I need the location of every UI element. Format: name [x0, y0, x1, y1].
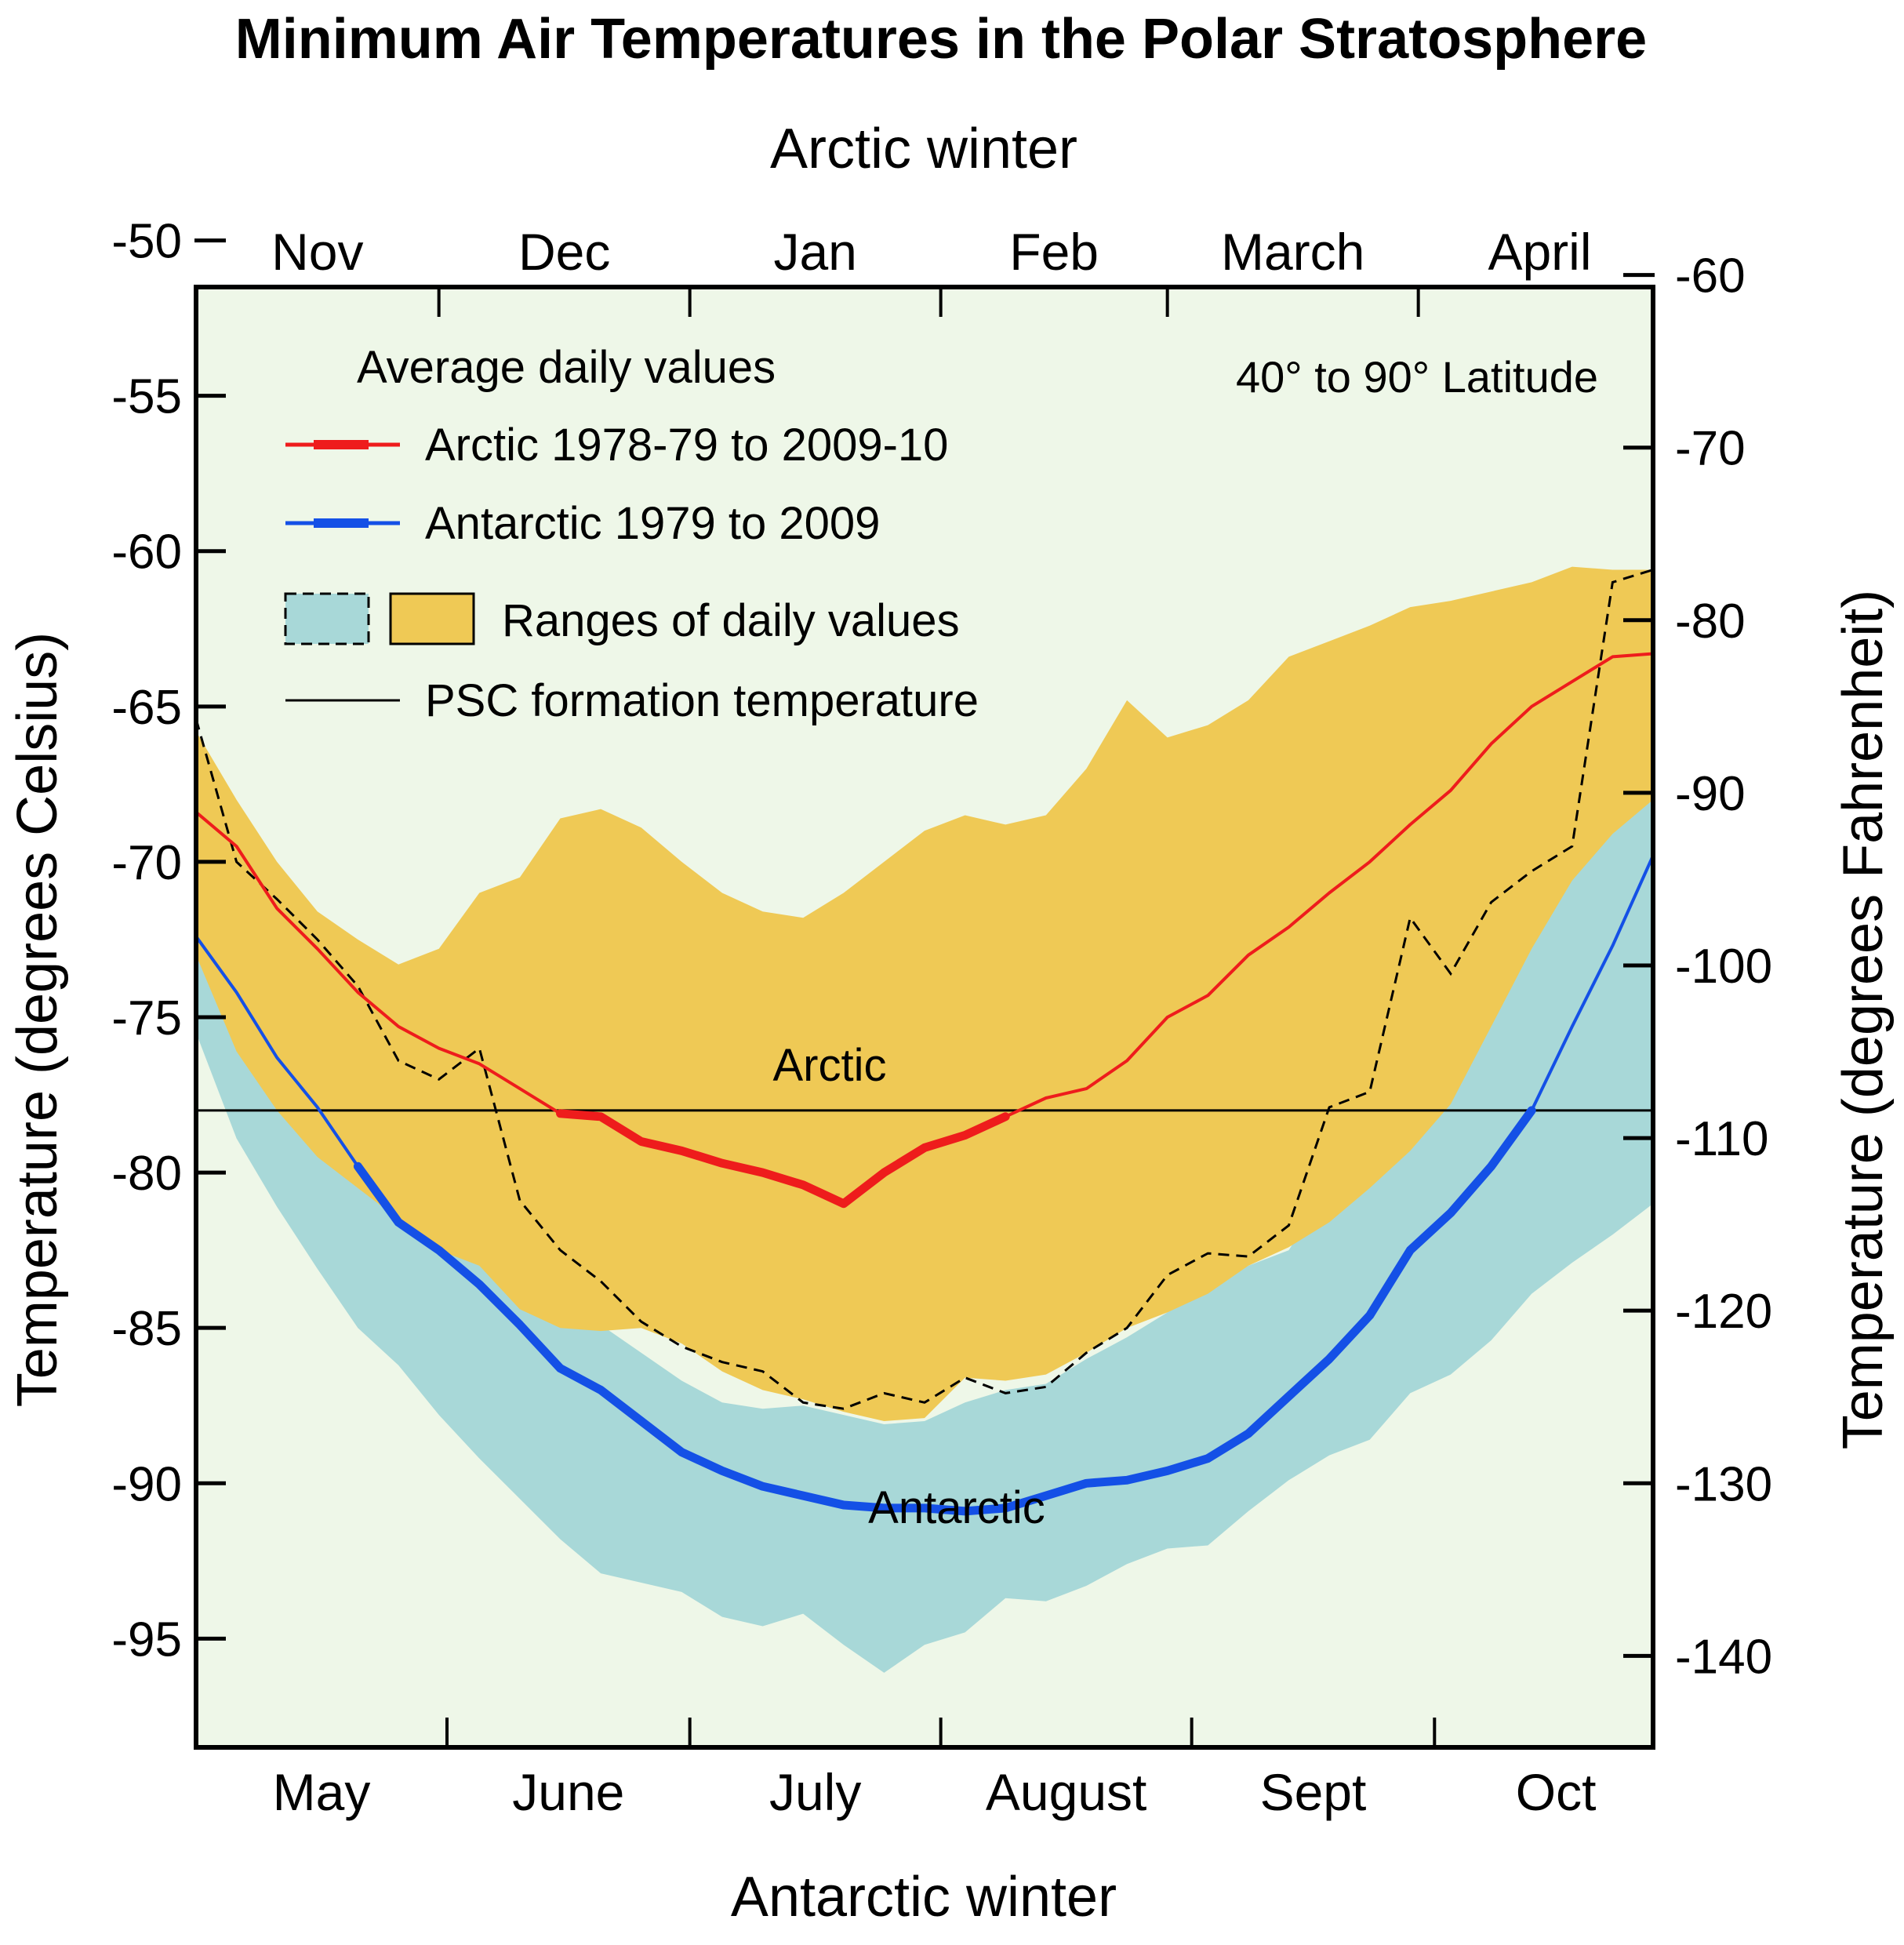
left-tick-label: -90 — [111, 1457, 182, 1511]
left-tick-label: -70 — [111, 836, 182, 890]
left-tick-label: -55 — [111, 370, 182, 424]
axes: -50 -55 -60 -65 -70 -75 -80 -85 -90 -95 -60 -70 -80 -… — [111, 215, 1772, 1821]
right-tick-label: -120 — [1675, 1285, 1772, 1339]
legend-heading: Average daily values — [357, 342, 776, 393]
bottom-month-label: July — [769, 1763, 861, 1821]
antarctic-range-area — [196, 591, 1653, 1673]
right-tick-label: -80 — [1675, 594, 1746, 649]
bottom-month-label: May — [273, 1763, 371, 1821]
left-tick-label: -75 — [111, 991, 182, 1045]
right-tick-label: -60 — [1675, 249, 1746, 304]
arctic-range-dashed-line — [194, 569, 1654, 1410]
top-month-label: April — [1488, 223, 1591, 281]
left-tick-label: -80 — [111, 1147, 182, 1201]
left-tick-label: -50 — [111, 215, 182, 269]
antarctic-region-label: Antarctic — [868, 1482, 1045, 1533]
bottom-month-label: June — [512, 1763, 624, 1821]
antarctic-mean-below-psc — [353, 1106, 1536, 1516]
right-tick-label: -100 — [1675, 940, 1772, 994]
top-month-label: March — [1221, 223, 1364, 281]
latitude-note: 40° to 90° Latitude — [1236, 352, 1598, 402]
left-tick-label: -65 — [111, 681, 182, 735]
legend-arctic-label: Arctic 1978-79 to 2009-10 — [425, 420, 948, 471]
right-tick-label: -110 — [1675, 1112, 1769, 1166]
left-tick-label: -85 — [111, 1302, 182, 1356]
top-month-label: Dec — [518, 223, 610, 281]
legend: Average daily values Arctic 1978-79 to 2… — [284, 342, 979, 726]
top-month-label: Jan — [773, 223, 856, 281]
right-axis-title: Temperature (degrees Fahrenheit) — [1832, 590, 1895, 1450]
left-axis-title: Temperature (degrees Celsius) — [6, 632, 69, 1407]
top-axis-title: Arctic winter — [770, 118, 1077, 180]
legend-ranges-label: Ranges of daily values — [502, 595, 960, 646]
top-month-label: Feb — [1009, 223, 1099, 281]
bottom-month-label: Oct — [1516, 1763, 1597, 1821]
left-tick-label: -95 — [111, 1612, 182, 1667]
legend-arctic-range-swatch — [389, 592, 475, 645]
bottom-month-label: Sept — [1260, 1763, 1367, 1821]
left-tick-label: -60 — [111, 525, 182, 580]
legend-antarctic-range-swatch — [284, 592, 370, 645]
right-tick-label: -130 — [1675, 1457, 1772, 1511]
top-month-label: Nov — [271, 223, 363, 281]
legend-psc-label: PSC formation temperature — [425, 675, 979, 726]
bottom-month-label: August — [986, 1763, 1146, 1821]
right-tick-label: -90 — [1675, 767, 1746, 821]
right-tick-label: -70 — [1675, 422, 1746, 476]
arctic-mean-below-psc — [556, 1109, 1010, 1209]
right-tick-label: -140 — [1675, 1630, 1772, 1684]
arctic-range-area — [196, 566, 1653, 1421]
range-areas — [196, 566, 1653, 1673]
arctic-region-label: Arctic — [773, 1040, 887, 1091]
mean-lines — [194, 652, 1655, 1516]
bottom-axis-title: Antarctic winter — [731, 1866, 1117, 1929]
arctic-range-dashed-layer — [194, 569, 1654, 1410]
legend-antarctic-label: Antarctic 1979 to 2009 — [425, 498, 880, 549]
chart-title: Minimum Air Temperatures in the Polar St… — [235, 8, 1647, 71]
